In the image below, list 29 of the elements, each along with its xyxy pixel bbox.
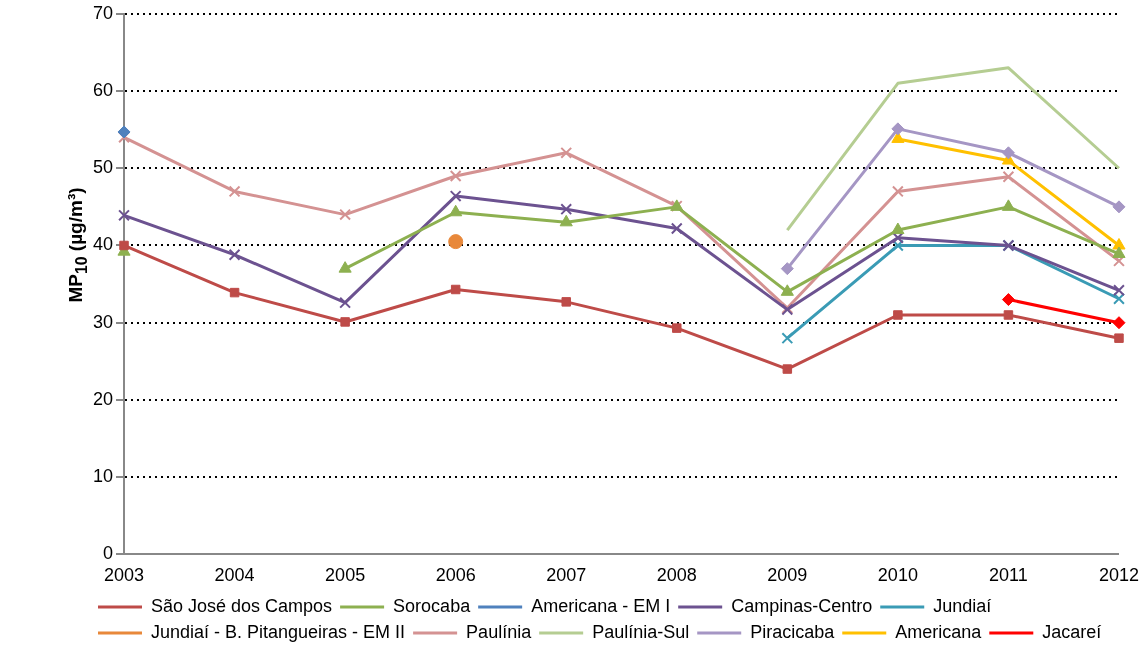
- y-tick-label: 30: [92, 311, 114, 332]
- legend-label: Jundiaí: [933, 595, 992, 616]
- legend-label: Americana - EM I: [531, 595, 671, 616]
- x-tick-label: 2010: [877, 565, 918, 586]
- y-tick-label: 40: [92, 234, 114, 255]
- x-tick-label: 2006: [435, 565, 476, 586]
- legend-label: Campinas-Centro: [731, 595, 873, 616]
- y-tick-label: 0: [103, 543, 114, 564]
- legend-label: Piracicaba: [750, 621, 836, 642]
- legend-label: São José dos Campos: [151, 595, 333, 616]
- legend-label: Jundiaí - B. Pitangueiras - EM II: [151, 621, 406, 642]
- x-tick-label: 2007: [546, 565, 587, 586]
- x-tick-label: 2003: [104, 565, 145, 586]
- x-tick-label: 2004: [214, 565, 255, 586]
- legend-label: Paulínia: [466, 621, 533, 642]
- y-tick-label: 50: [92, 157, 114, 178]
- x-tick-label: 2008: [656, 565, 697, 586]
- y-tick-label: 20: [92, 388, 114, 409]
- y-tick-label: 10: [92, 466, 114, 487]
- y-tick-label: 70: [92, 2, 114, 23]
- legend-label: Jacareí: [1042, 621, 1102, 642]
- legend-label: Sorocaba: [393, 595, 472, 616]
- x-tick-label: 2012: [1098, 565, 1139, 586]
- y-tick-label: 60: [92, 80, 114, 100]
- legend-label: Paulínia-Sul: [592, 621, 690, 642]
- x-tick-label: 2009: [767, 565, 808, 586]
- legend-label: Americana: [895, 621, 983, 642]
- x-tick-label: 2011: [989, 565, 1028, 586]
- x-tick-label: 2005: [325, 565, 366, 586]
